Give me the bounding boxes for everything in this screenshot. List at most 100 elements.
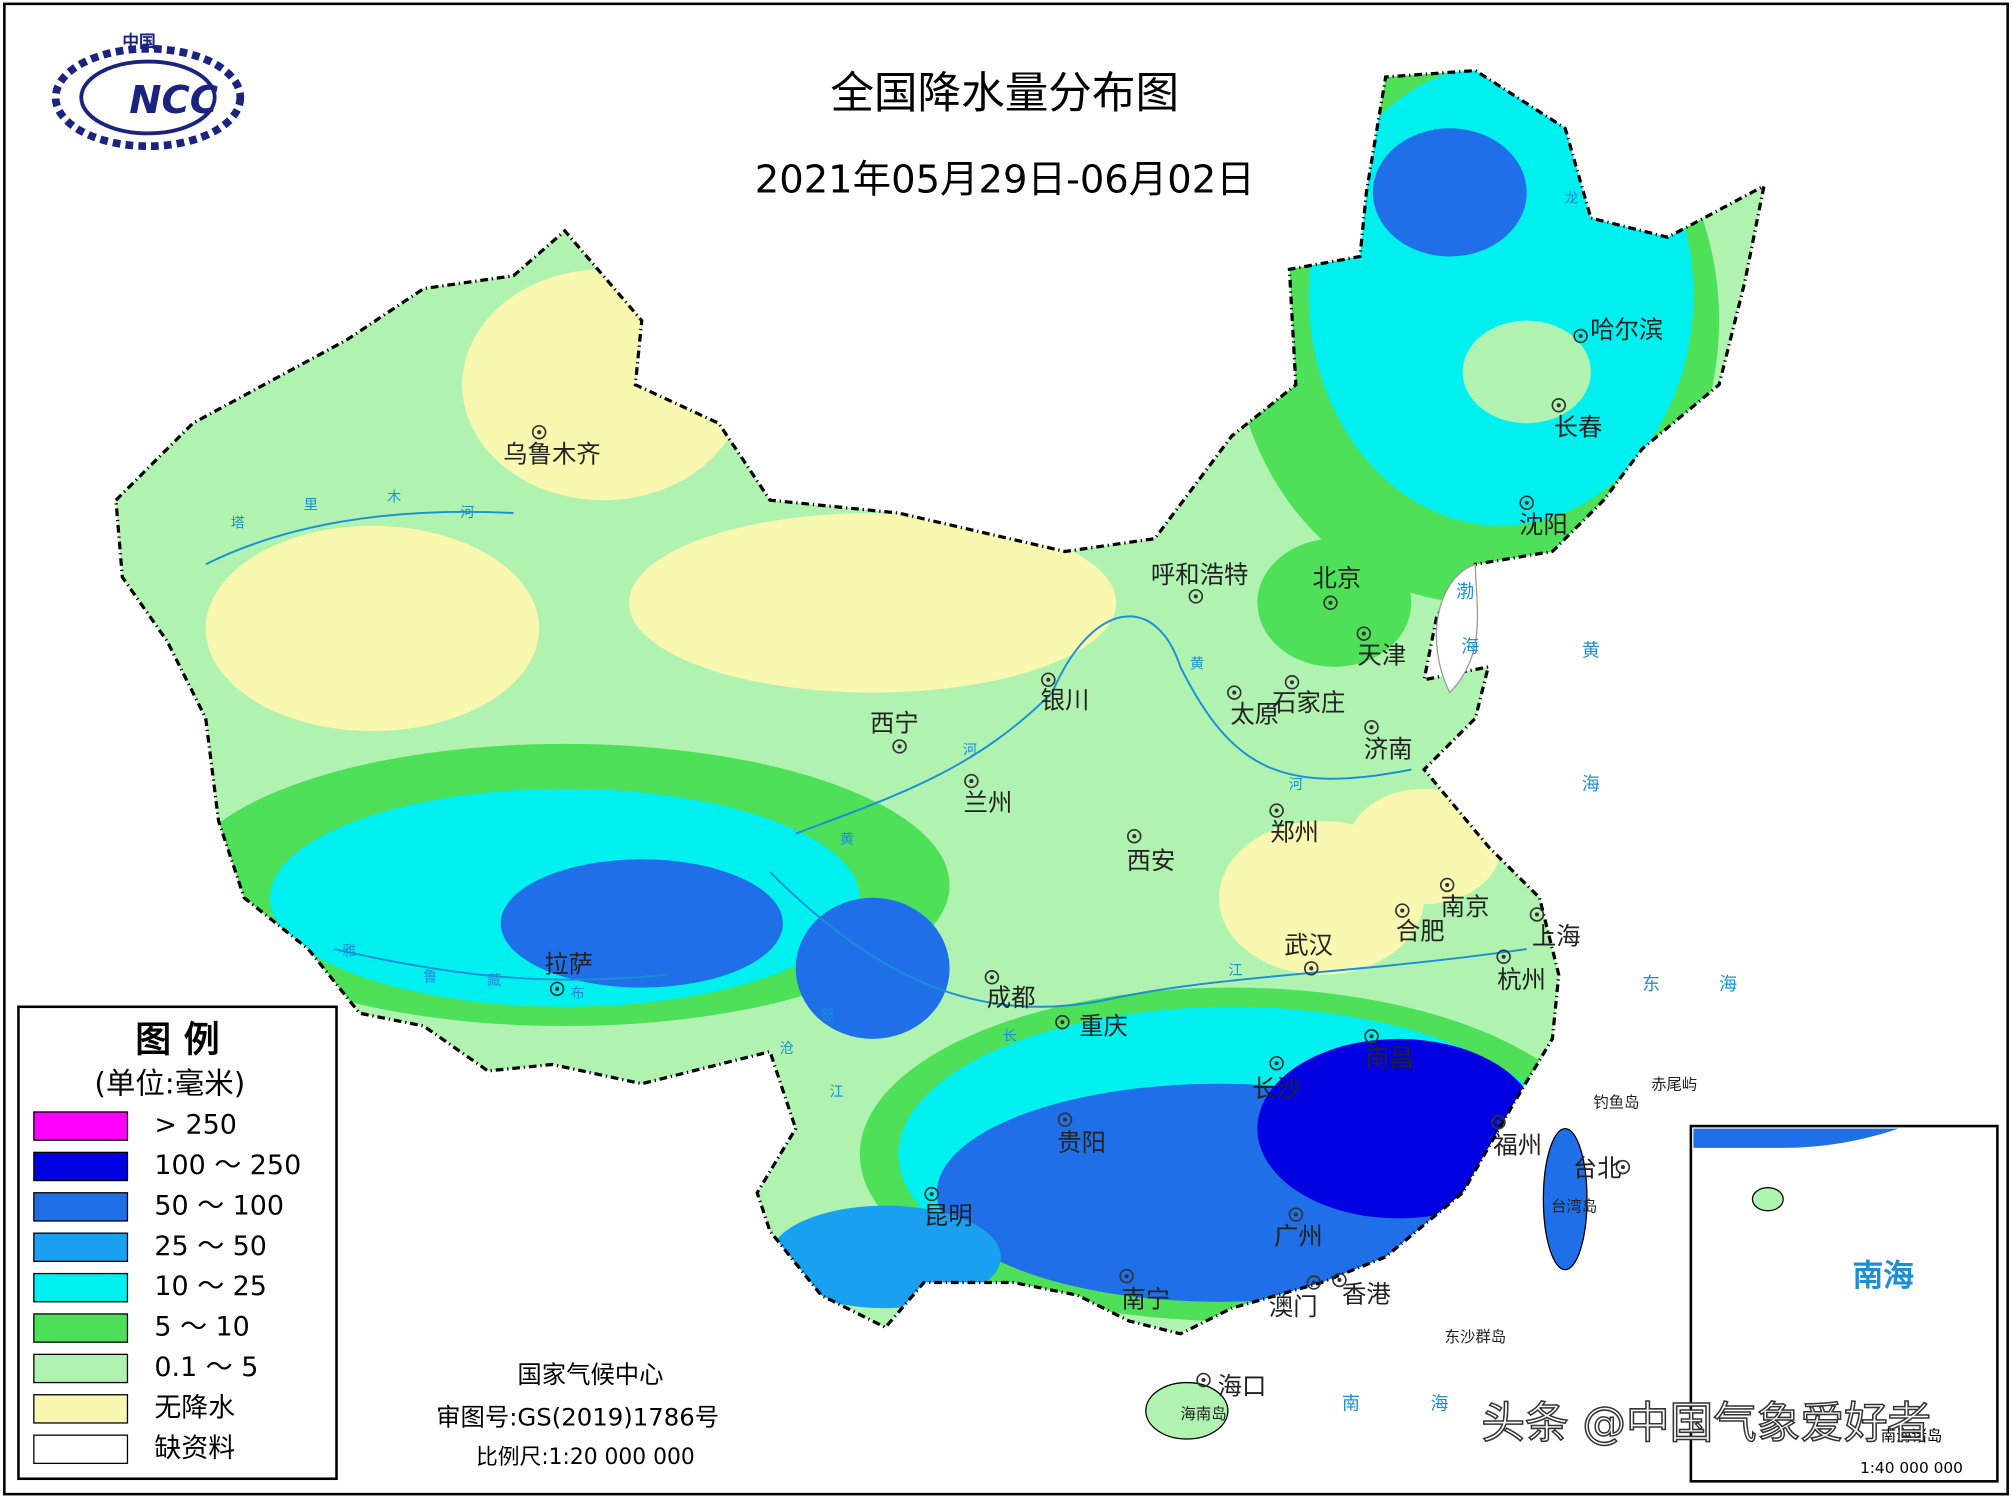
area-blue — [1372, 128, 1527, 257]
footer-approval: 审图号:GS(2019)1786号 — [436, 1402, 719, 1431]
hainan — [1145, 1381, 1229, 1440]
city-marker-dot — [1201, 1377, 1206, 1383]
legend-swatch — [33, 1192, 129, 1222]
place-label: 赤尾屿 — [1651, 1076, 1697, 1094]
sea-label: 渤 — [1456, 582, 1474, 603]
city-marker-dot — [537, 430, 542, 435]
city-marker-dot — [1524, 500, 1529, 505]
legend: 图 例 (单位:毫米) > 250 100 ～ 250 50 ～ 100 25 ～ 5… — [17, 1005, 338, 1481]
city-label: 南昌 — [1365, 1043, 1414, 1072]
river-label: 河 — [460, 505, 474, 521]
city-marker — [1364, 719, 1379, 735]
city-label: 银川 — [1041, 686, 1090, 715]
city-marker — [964, 773, 979, 789]
area-dry — [628, 513, 1117, 693]
city-label: 呼和浩特 — [1151, 560, 1248, 589]
city-marker — [1306, 1275, 1322, 1290]
city-marker — [1323, 595, 1338, 611]
river-label: 江 — [830, 1085, 844, 1101]
city-label: 广州 — [1274, 1222, 1323, 1251]
city-marker — [1439, 877, 1455, 893]
city-marker — [924, 1186, 939, 1202]
legend-label: 0.1 ～ 5 — [154, 1352, 258, 1383]
legend-swatch — [33, 1151, 129, 1182]
city-marker-dot — [1620, 1165, 1625, 1170]
city-marker — [1188, 589, 1204, 604]
logo-globe — [79, 59, 217, 136]
city-label: 哈尔滨 — [1590, 315, 1663, 344]
river — [333, 948, 668, 981]
title: 全国降水量分布图 — [830, 69, 1179, 119]
city-marker-dot — [1124, 1274, 1129, 1279]
city-label: 拉萨 — [544, 950, 593, 979]
city-label: 西安 — [1127, 846, 1176, 875]
city-marker — [1269, 1055, 1284, 1071]
city-marker — [1573, 328, 1588, 344]
city-label: 兰州 — [964, 788, 1013, 817]
sea-label: 东 — [1642, 974, 1660, 995]
city-label: 成都 — [987, 983, 1036, 1012]
inset-hainan — [1751, 1186, 1784, 1212]
city-label: 武汉 — [1284, 931, 1333, 960]
city-label: 乌鲁木齐 — [503, 439, 600, 468]
inset-scale: 1:40 000 000 — [1860, 1459, 1963, 1477]
city-marker-dot — [1369, 1034, 1374, 1039]
city-label: 太原 — [1230, 700, 1279, 729]
city-label: 澳门 — [1269, 1292, 1318, 1321]
logo-wreath — [51, 44, 245, 151]
sea-label: 黄 — [1582, 641, 1600, 662]
footer-scale: 比例尺:1:20 000 000 — [476, 1445, 695, 1470]
river-label: 黄 — [1190, 655, 1204, 672]
legend-label: 10 ～ 25 — [154, 1271, 267, 1302]
city-label: 香港 — [1342, 1279, 1391, 1308]
city-marker-dot — [1311, 1280, 1316, 1285]
place-label: 台湾岛 — [1551, 1197, 1597, 1215]
city-label: 天津 — [1357, 641, 1406, 670]
city-marker-dot — [1369, 725, 1374, 730]
city-marker — [1269, 803, 1284, 818]
river-label: 河 — [963, 742, 977, 758]
river-label: 布 — [571, 986, 585, 1002]
city-marker — [1491, 1114, 1506, 1130]
sea-label: 海 — [1719, 974, 1737, 995]
river — [769, 871, 1527, 1008]
river-label: 雅 — [342, 944, 356, 960]
city-marker — [984, 970, 1000, 985]
city-marker — [1551, 398, 1567, 413]
inset-coast — [1693, 1128, 1899, 1148]
city-label: 南宁 — [1121, 1284, 1170, 1313]
city-marker-dot — [929, 1191, 934, 1197]
legend-swatch — [33, 1111, 129, 1141]
city-marker — [1364, 1029, 1379, 1044]
city-marker-dot — [1534, 912, 1540, 917]
river-label: 长 — [1003, 1028, 1017, 1044]
river-label: 藏 — [487, 973, 501, 989]
city-marker-dot — [1578, 333, 1583, 339]
city-marker-dot — [969, 779, 974, 784]
city-marker — [1119, 1268, 1134, 1284]
river-label: 塔 — [231, 515, 245, 531]
city-label: 上海 — [1532, 922, 1581, 951]
inset-label: 南海 — [1852, 1258, 1914, 1294]
city-label: 郑州 — [1270, 818, 1319, 847]
city-marker — [1041, 672, 1056, 687]
city-marker — [1395, 903, 1410, 918]
city-label: 海口 — [1218, 1372, 1267, 1401]
sea-label: 海 — [1582, 774, 1600, 795]
date: 2021年05月29日-06月02日 — [755, 158, 1255, 203]
city-marker-dot — [1293, 1212, 1298, 1217]
river-label: 怒 — [821, 1008, 835, 1024]
city-label: 福州 — [1493, 1131, 1542, 1160]
area-blue — [795, 897, 950, 1039]
area-light — [1462, 320, 1591, 424]
river-label: 黄 — [840, 831, 854, 848]
area-darkblue — [1257, 1038, 1540, 1219]
legend-label: 50 ～ 100 — [154, 1190, 284, 1221]
city-label: 石家庄 — [1272, 688, 1345, 717]
city-marker — [1332, 1272, 1347, 1288]
city-marker-dot — [1496, 1120, 1501, 1125]
city-marker-dot — [1309, 966, 1314, 971]
city-marker — [1529, 907, 1545, 922]
city-marker-dot — [1501, 954, 1506, 959]
city-marker-dot — [1337, 1277, 1342, 1283]
